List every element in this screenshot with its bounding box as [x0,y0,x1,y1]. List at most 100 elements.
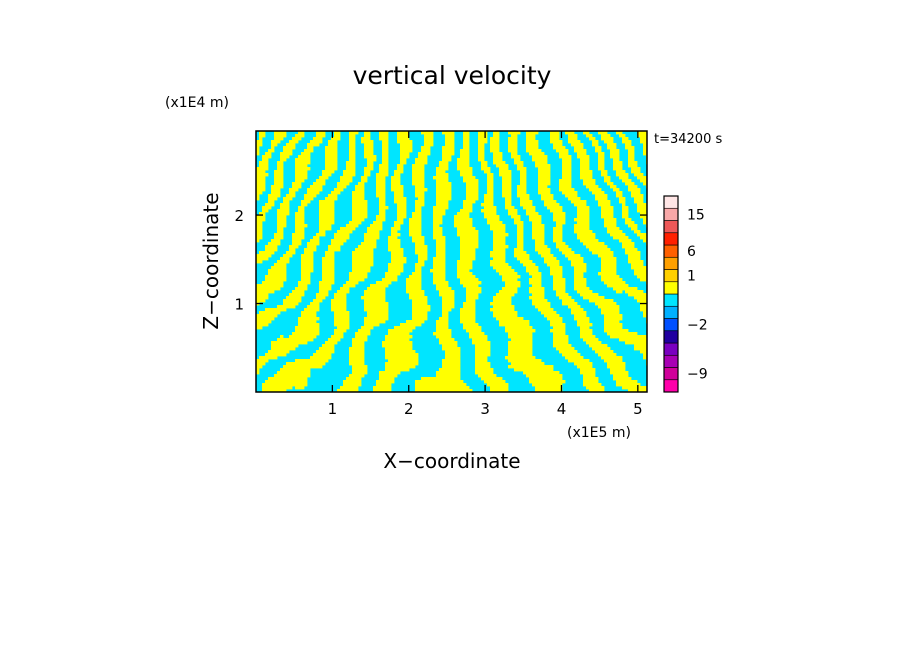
updraft-cell [502,185,512,189]
updraft-cell [322,272,335,276]
updraft-cell [256,149,260,153]
updraft-cell [460,236,479,240]
updraft-cell [256,194,260,198]
updraft-cell [412,311,428,315]
updraft-cell [316,134,326,138]
updraft-cell [415,245,428,249]
updraft-cell [439,293,455,297]
updraft-cell [517,239,524,243]
updraft-cell [556,221,566,225]
updraft-cell [256,365,263,369]
updraft-cell [280,206,290,210]
updraft-cell [508,350,533,354]
updraft-cell [463,140,470,144]
updraft-cell [589,248,611,252]
updraft-cell [364,131,371,135]
updraft-cell [349,359,365,363]
updraft-cell [334,320,350,324]
updraft-cell [460,248,476,252]
updraft-cell [268,350,290,354]
y-axis: 12 [234,207,647,314]
updraft-cell [259,137,263,141]
updraft-cell [580,239,599,243]
updraft-cell [532,236,545,240]
updraft-cell [601,275,620,279]
updraft-cell [538,167,551,171]
updraft-cell [436,374,461,378]
updraft-cell [508,131,521,135]
updraft-cell [355,332,371,336]
updraft-cell [622,242,635,246]
updraft-cell [577,236,596,240]
updraft-cell [277,305,296,309]
updraft-cell [439,368,461,372]
updraft-cell [643,149,647,153]
updraft-cell [517,185,527,189]
updraft-cell [640,236,647,240]
updraft-cell [634,269,647,273]
updraft-cell [295,224,308,228]
updraft-cell [499,290,518,294]
updraft-cell [616,194,623,198]
updraft-cell [271,185,284,189]
updraft-cell [376,215,386,219]
updraft-cell [352,365,368,369]
updraft-cell [553,338,569,342]
updraft-cell [415,266,422,270]
updraft-cell [394,173,401,177]
updraft-cell [385,356,419,360]
updraft-cell [280,158,287,162]
updraft-cell [529,272,542,276]
updraft-cell [601,215,614,219]
updraft-cell [433,233,443,237]
updraft-cell [484,197,494,201]
updraft-cell [550,134,560,138]
updraft-cell [364,236,380,240]
updraft-cell [637,275,647,279]
updraft-cell [601,137,614,141]
updraft-cell [379,209,386,213]
updraft-cell [436,242,446,246]
updraft-cell [259,311,281,315]
updraft-cell [394,197,407,201]
updraft-cell [289,248,296,252]
updraft-cell [412,167,425,171]
updraft-cell [580,293,599,297]
updraft-cell [562,161,572,165]
updraft-cell [556,149,569,153]
updraft-cell [478,149,485,153]
updraft-cell [436,167,449,171]
updraft-cell [376,383,392,387]
updraft-cell [640,212,647,216]
updraft-cell [283,302,299,306]
colorbar-level [663,367,679,381]
updraft-cell [298,320,317,324]
updraft-cell [319,227,332,231]
updraft-cell [415,263,425,267]
updraft-cell [364,155,377,159]
updraft-cell [277,209,290,213]
updraft-cell [628,257,641,261]
updraft-cell [436,371,461,375]
updraft-cell [382,158,389,162]
updraft-cell [559,188,575,192]
updraft-cell [292,137,302,141]
updraft-cell [499,167,509,171]
updraft-cell [283,365,323,369]
updraft-cell [460,314,476,318]
updraft-cell [295,212,305,216]
updraft-cell [463,305,476,309]
updraft-cell [289,293,305,297]
updraft-cell [526,140,539,144]
updraft-cell [535,164,551,168]
updraft-cell [454,224,473,228]
updraft-cell [412,314,428,318]
updraft-cell [505,197,512,201]
updraft-cell [484,212,497,216]
updraft-cell [325,254,335,258]
updraft-cell [376,173,389,177]
updraft-cell [256,188,266,192]
updraft-cell [460,281,482,285]
updraft-cell [616,380,638,384]
updraft-cell [301,263,314,267]
